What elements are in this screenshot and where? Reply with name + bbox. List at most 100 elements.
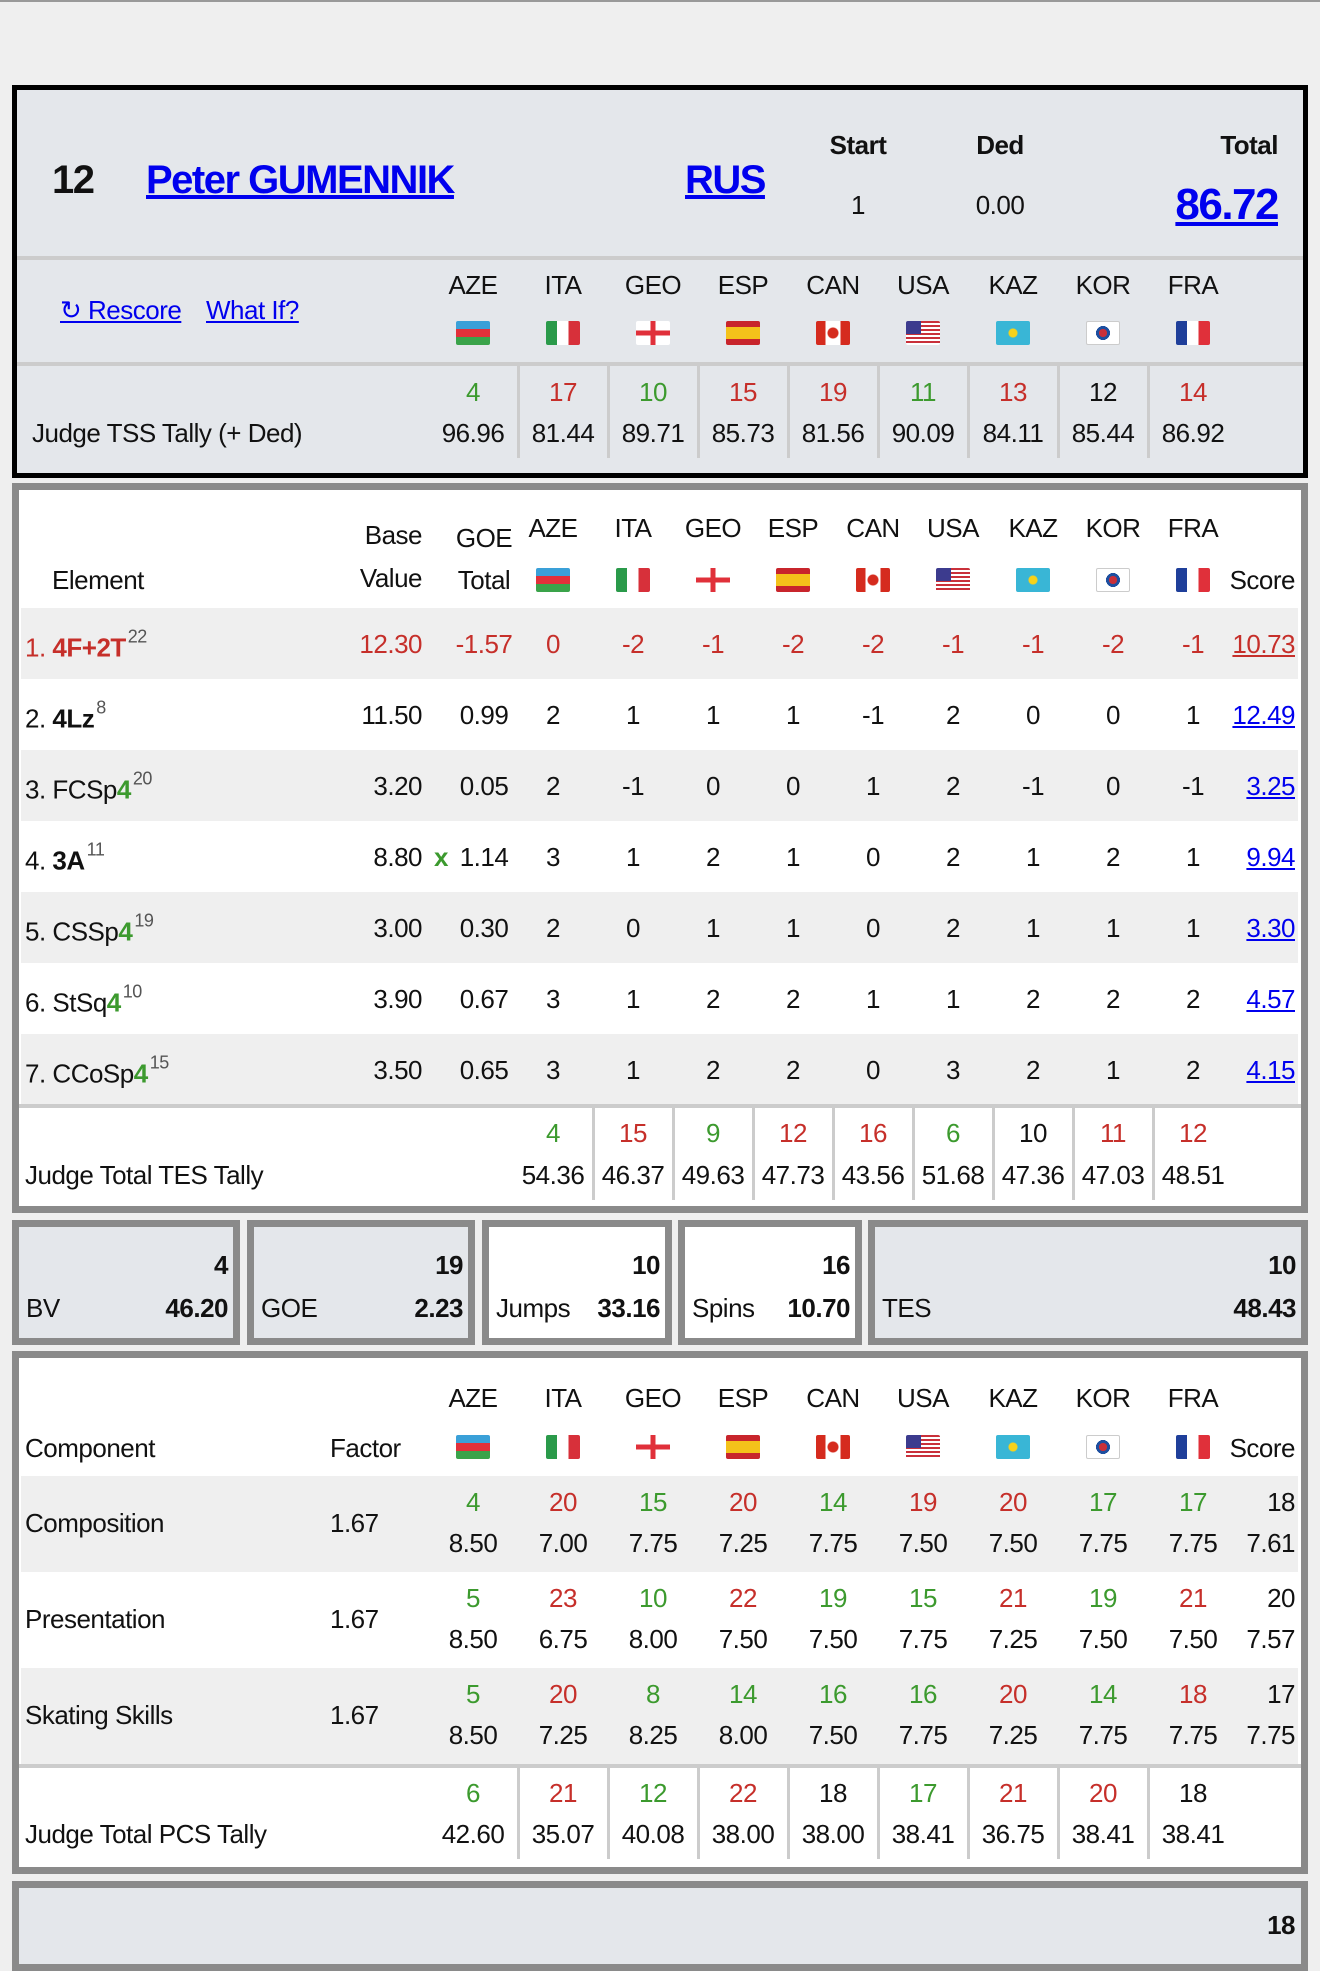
col-component: Component [25, 1433, 155, 1463]
judge-rank: 19 [819, 1583, 847, 1613]
tally-separator [967, 366, 970, 458]
judge-goe: 0 [1106, 700, 1120, 730]
summary-label: TES [882, 1293, 932, 1323]
what-if-link[interactable]: What If? [206, 295, 299, 325]
element-score-link[interactable]: 10.73 [1232, 629, 1295, 659]
tally-separator [787, 1768, 790, 1859]
element-code: CCoSp [52, 1058, 134, 1089]
tally-rank: 21 [549, 1778, 577, 1808]
judge-mark: 8.00 [628, 1624, 678, 1654]
component-factor: 1.67 [330, 1508, 379, 1538]
summary-value: 48.43 [1233, 1293, 1296, 1323]
element-score-link[interactable]: 4.57 [1246, 984, 1295, 1014]
judge-mark: 8.00 [718, 1720, 768, 1750]
tally-rank: 12 [639, 1778, 667, 1808]
element-code: StSq [52, 987, 107, 1018]
goe-total: 0.65 [459, 1055, 509, 1085]
tally-separator [877, 1768, 880, 1859]
judge-mark: 7.50 [808, 1720, 858, 1750]
element-score-link[interactable]: 9.94 [1246, 842, 1295, 872]
element-order-superscript: 20 [132, 768, 153, 789]
second-half-bonus-mark: x [434, 842, 448, 872]
judge-code-aze: AZE [448, 270, 498, 300]
tally-score: 47.36 [1001, 1160, 1065, 1190]
kazakhstan-flag-icon [1016, 568, 1050, 592]
col-element: Element [52, 565, 144, 595]
tally-score: 38.00 [801, 1819, 865, 1849]
judge-goe: 1 [626, 700, 640, 730]
azerbaijan-flag-icon [536, 568, 570, 592]
judge-mark: 7.00 [538, 1528, 588, 1558]
total-score-link[interactable]: 86.72 [1175, 180, 1279, 229]
col-score: Score [1229, 1433, 1296, 1463]
judge-goe: 0 [786, 771, 800, 801]
col-factor: Factor [330, 1433, 401, 1463]
tally-separator [1147, 366, 1150, 458]
judge-goe: -1 [1181, 629, 1205, 659]
element-score-link[interactable]: 4.15 [1246, 1055, 1295, 1085]
tally-rank: 15 [729, 377, 757, 407]
canada-flag-icon [856, 568, 890, 592]
judge-goe: 1 [706, 700, 720, 730]
tally-divider [19, 1764, 1301, 1768]
georgia-flag-icon [696, 568, 730, 592]
element-number: 4. [25, 845, 46, 876]
tally-score: 38.41 [1161, 1819, 1225, 1849]
kazakhstan-flag-icon [996, 321, 1030, 345]
judge-goe: 3 [946, 1055, 960, 1085]
judge-goe: -1 [701, 629, 725, 659]
summary-rank: 16 [822, 1250, 850, 1280]
element-score-link[interactable]: 3.25 [1246, 771, 1295, 801]
total-label: Total [1220, 130, 1278, 160]
judge-rank: 16 [819, 1679, 847, 1709]
base-value: 12.30 [359, 629, 422, 659]
judge-rank: 20 [999, 1487, 1027, 1517]
element-name: 3. FCSp4 20 [25, 770, 152, 803]
judge-code-ita: ITA [544, 1383, 582, 1413]
summary-rank: 19 [435, 1250, 463, 1280]
tally-rank: 17 [549, 377, 577, 407]
base-value: 3.20 [373, 771, 422, 801]
tally-rank: 21 [999, 1778, 1027, 1808]
judge-code-esp: ESP [717, 1383, 769, 1413]
tally-rank: 4 [466, 377, 480, 407]
component-row-bg [21, 1668, 1298, 1764]
element-score-link[interactable]: 3.30 [1246, 913, 1295, 943]
element-name: 7. CCoSp4 15 [25, 1054, 169, 1087]
tally-score: 84.11 [982, 418, 1044, 448]
element-code: 4F+2T [52, 632, 126, 663]
judge-goe: 2 [546, 913, 560, 943]
tally-rank: 6 [946, 1118, 960, 1148]
summary-tes: 10 TES 48.43 [868, 1220, 1308, 1345]
judge-mark: 7.50 [988, 1528, 1038, 1558]
nation-link[interactable]: RUS [685, 158, 766, 202]
element-score-link[interactable]: 12.49 [1232, 700, 1295, 730]
element-number: 6. [25, 987, 46, 1018]
tally-score: 49.63 [681, 1160, 745, 1190]
summary-rank: 10 [1268, 1250, 1296, 1280]
elements-table: Element Base Value GOE Total Score AZE ITA GEO ES… [12, 483, 1308, 1213]
judge-mark: 8.25 [628, 1720, 678, 1750]
rescore-link[interactable]: ↻ Rescore [60, 295, 182, 325]
judge-goe: 1 [626, 984, 640, 1014]
judge-goe: 2 [1026, 984, 1040, 1014]
judge-mark: 7.75 [628, 1528, 678, 1558]
judge-code-kaz: KAZ [988, 1383, 1038, 1413]
judge-code-usa: USA [897, 1383, 949, 1413]
judge-mark: 8.50 [448, 1720, 498, 1750]
judge-goe: -1 [1181, 771, 1205, 801]
tally-score: 47.73 [761, 1160, 825, 1190]
summary-value: 2.23 [414, 1293, 463, 1323]
judge-goe: 1 [626, 842, 640, 872]
judge-goe: 2 [1186, 984, 1200, 1014]
component-name: Composition [25, 1508, 165, 1538]
judge-goe: 1 [706, 913, 720, 943]
judge-mark: 7.50 [898, 1528, 948, 1558]
judge-rank: 22 [729, 1583, 757, 1613]
tally-rank: 4 [546, 1118, 560, 1148]
skater-header-card: 12 Peter GUMENNIK RUS Start 1 Ded 0.00 Total 86.… [12, 85, 1308, 478]
skater-name-link[interactable]: Peter GUMENNIK [146, 158, 455, 202]
component-score: 7.75 [1246, 1720, 1295, 1750]
judge-goe: 0 [866, 913, 880, 943]
judge-rank: 21 [999, 1583, 1027, 1613]
